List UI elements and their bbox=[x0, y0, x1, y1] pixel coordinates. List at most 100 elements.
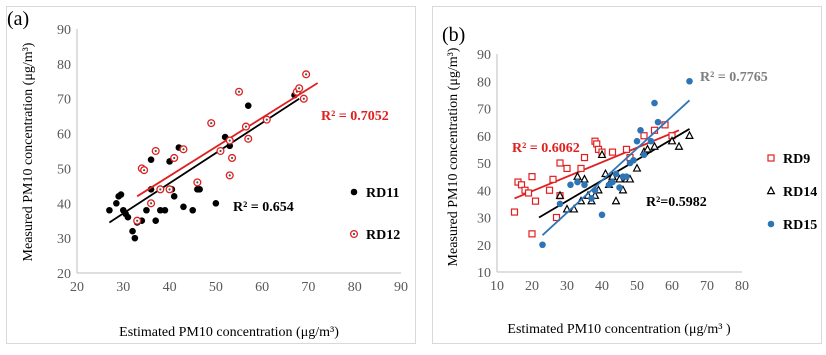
data-point bbox=[212, 199, 220, 207]
series-RD12 bbox=[133, 70, 319, 225]
data-point bbox=[207, 119, 216, 128]
y-tick-label: 90 bbox=[57, 23, 71, 38]
data-point bbox=[598, 211, 606, 219]
x-tick-label: 40 bbox=[163, 280, 177, 295]
data-point bbox=[597, 149, 607, 159]
data-point bbox=[170, 153, 179, 163]
panel-label-b: (b) bbox=[442, 24, 466, 46]
y-tick-label: 60 bbox=[57, 128, 71, 143]
data-point bbox=[129, 227, 136, 235]
data-point bbox=[225, 171, 234, 180]
x-tick-label: 50 bbox=[630, 279, 644, 294]
y-tick-label: 90 bbox=[477, 48, 491, 63]
x-tick-label: 80 bbox=[735, 279, 749, 294]
data-point bbox=[633, 137, 641, 145]
series-RD15 bbox=[539, 77, 693, 249]
x-tick-label: 80 bbox=[348, 280, 362, 295]
r2-label-RD11: R² = 0.654 bbox=[233, 200, 294, 215]
x-axis-title: Estimated PM10 concentration (μg/m³ ) bbox=[507, 322, 731, 337]
data-point bbox=[651, 99, 658, 107]
x-tick-label: 20 bbox=[70, 280, 84, 295]
data-point bbox=[574, 178, 581, 186]
y-tick-label: 40 bbox=[477, 184, 491, 199]
data-point bbox=[637, 127, 644, 134]
data-point bbox=[612, 170, 620, 178]
data-point bbox=[140, 166, 149, 175]
data-point bbox=[685, 130, 694, 139]
y-tick-label: 10 bbox=[477, 266, 491, 281]
data-point bbox=[151, 146, 160, 156]
data-point bbox=[563, 164, 571, 173]
y-tick-label: 20 bbox=[57, 267, 71, 282]
data-point bbox=[106, 206, 113, 214]
data-point bbox=[667, 136, 677, 145]
data-point bbox=[555, 190, 565, 199]
data-point bbox=[165, 185, 174, 194]
data-point bbox=[262, 115, 271, 124]
data-point bbox=[225, 136, 234, 145]
data-point bbox=[686, 77, 693, 85]
data-point bbox=[113, 199, 120, 207]
legend-label-RD11: RD11 bbox=[366, 186, 399, 201]
data-point bbox=[528, 230, 536, 238]
y-axis-title: Measured PM10 concentration (μg/m³) bbox=[446, 47, 461, 266]
x-tick-label: 30 bbox=[116, 280, 130, 295]
data-point bbox=[510, 208, 519, 216]
r2-label-RD14: R² = 0.6062 bbox=[512, 141, 580, 156]
x-axis-title: Estimated PM10 concentration (μg/m³) bbox=[119, 325, 339, 340]
data-point bbox=[591, 186, 599, 194]
data-point bbox=[556, 200, 564, 208]
r2-label-RD15: R² = 0.7765 bbox=[700, 70, 768, 85]
data-point bbox=[528, 173, 536, 181]
data-point bbox=[161, 206, 169, 214]
data-point bbox=[147, 156, 155, 164]
data-point bbox=[244, 134, 253, 143]
data-point bbox=[244, 102, 252, 109]
legend-marker-RD11 bbox=[350, 188, 358, 196]
data-point bbox=[124, 213, 132, 221]
data-point bbox=[539, 241, 546, 249]
y-tick-label: 20 bbox=[477, 239, 491, 254]
data-point bbox=[630, 156, 637, 164]
legend-marker-RD15 bbox=[767, 220, 775, 228]
data-point bbox=[609, 178, 616, 186]
legend-label-RD15: RD15 bbox=[783, 218, 817, 233]
data-point bbox=[623, 173, 630, 180]
data-point bbox=[196, 186, 203, 193]
data-point bbox=[640, 132, 648, 140]
y-axis-title: Measured PM10 concentration (μg/m³) bbox=[21, 42, 36, 261]
data-point bbox=[622, 145, 631, 153]
data-point bbox=[180, 203, 187, 211]
data-point bbox=[552, 213, 561, 222]
x-tick-label: 10 bbox=[490, 279, 504, 294]
data-point bbox=[549, 175, 557, 183]
r2-label-RD12: R² = 0.7052 bbox=[321, 109, 389, 124]
data-point bbox=[556, 159, 564, 167]
legend-label-RD9: RD9 bbox=[783, 152, 810, 167]
data-point bbox=[647, 137, 655, 145]
x-tick-label: 40 bbox=[595, 279, 609, 294]
data-point bbox=[608, 148, 617, 156]
data-point bbox=[117, 191, 125, 198]
legend-marker-RD14 bbox=[766, 185, 776, 195]
legend-label-RD12: RD12 bbox=[366, 228, 400, 243]
x-tick-label: 90 bbox=[394, 280, 408, 295]
chart-panel-b: 10 20 30 40 50 60 70 80 10 20 30 40 50 60 70 80 90 Estima… bbox=[432, 6, 822, 344]
data-point bbox=[580, 174, 589, 183]
data-point bbox=[228, 153, 237, 163]
legend-label-RD14: RD14 bbox=[783, 185, 817, 200]
panel-label-a: (a) bbox=[7, 8, 30, 30]
legend-marker-RD12 bbox=[349, 229, 359, 239]
y-tick-label: 70 bbox=[477, 103, 491, 118]
data-point bbox=[674, 141, 684, 150]
data-point bbox=[189, 206, 197, 214]
data-point bbox=[650, 141, 659, 150]
data-point bbox=[131, 234, 139, 242]
data-point bbox=[632, 163, 642, 172]
data-point bbox=[577, 164, 585, 173]
data-point bbox=[302, 70, 311, 79]
data-point bbox=[216, 146, 225, 156]
y-tick-label: 50 bbox=[57, 162, 71, 177]
series-RD9 bbox=[510, 121, 680, 238]
data-point bbox=[588, 195, 595, 202]
